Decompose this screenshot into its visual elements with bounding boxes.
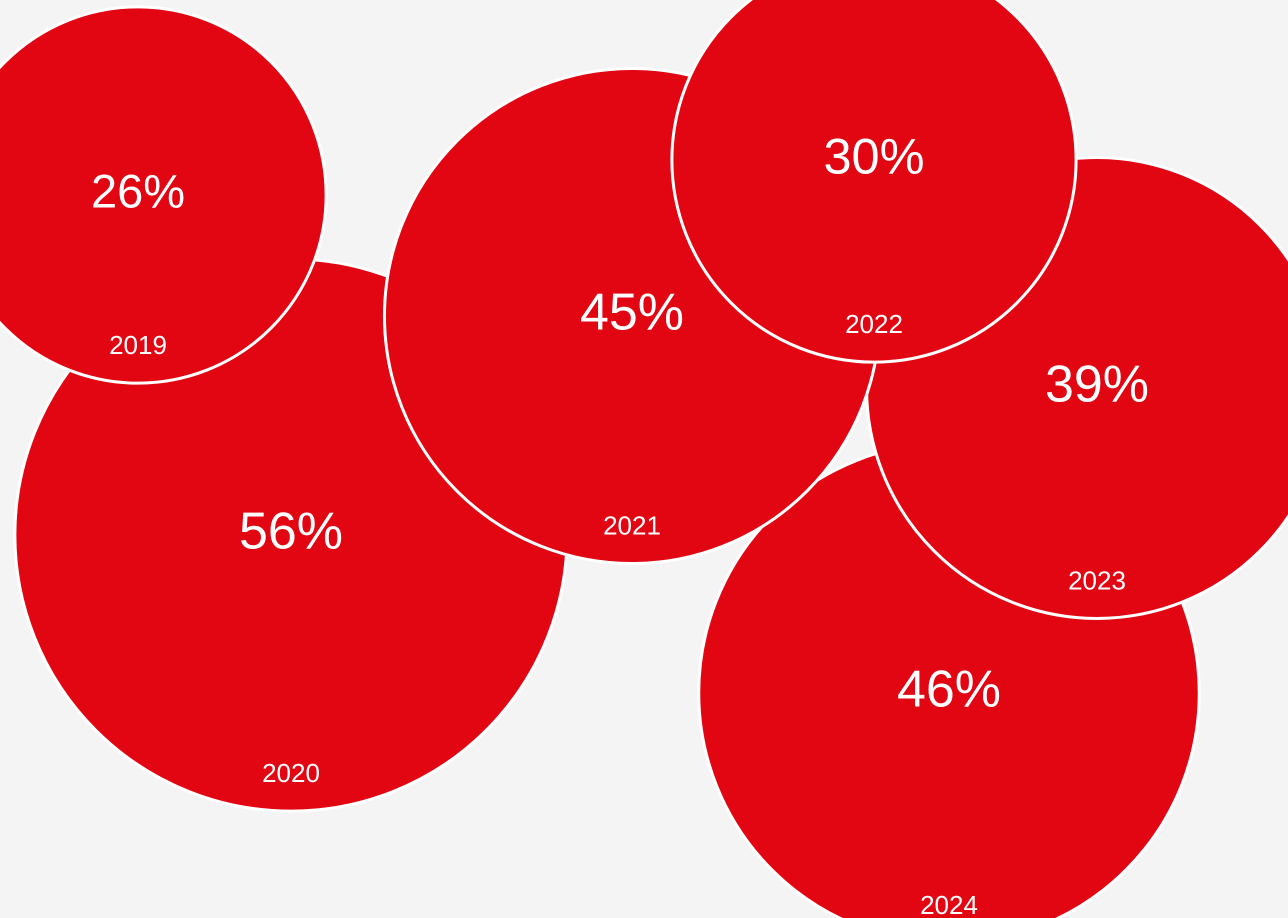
bubble-value-label: 45%: [580, 284, 684, 342]
bubble-value-label: 39%: [1045, 356, 1149, 414]
bubble-year-label: 2021: [603, 510, 661, 540]
bubble-year-label: 2022: [845, 309, 903, 339]
bubble-year-label: 2019: [109, 330, 167, 360]
bubble-value-label: 56%: [239, 503, 343, 561]
bubble-2022: 30% 2022: [670, 0, 1078, 364]
bubble-value-label: 26%: [91, 164, 185, 217]
bubble-mark: [670, 0, 1078, 364]
bubble-value-label: 30%: [823, 127, 924, 184]
bubble-year-label: 2020: [262, 758, 320, 788]
bubble-value-label: 46%: [897, 661, 1001, 719]
bubble-year-label: 2023: [1068, 565, 1126, 595]
bubble-year-label: 2024: [920, 890, 978, 918]
bubble-mark: [0, 5, 328, 385]
bubble-2019: 26% 2019: [0, 5, 328, 385]
